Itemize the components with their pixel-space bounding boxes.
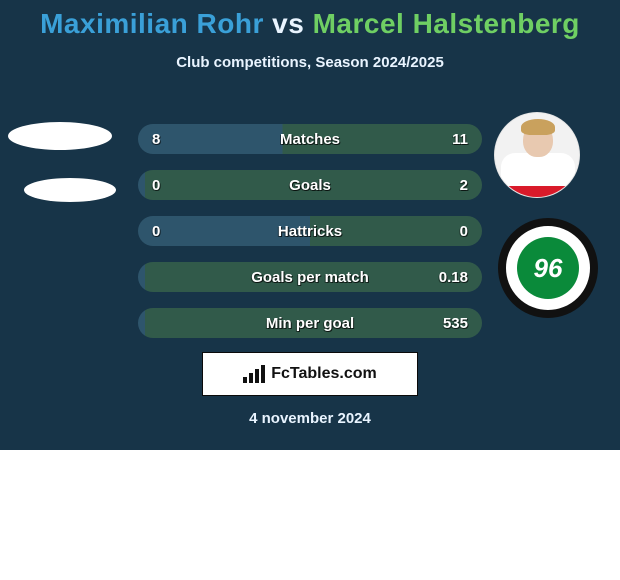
stat-row: 8Matches11: [138, 124, 482, 154]
title-vs: vs: [272, 8, 304, 39]
stat-value-right: 535: [428, 315, 468, 332]
title-player1: Maximilian Rohr: [40, 8, 264, 39]
subtitle: Club competitions, Season 2024/2025: [0, 54, 620, 71]
hair-shape: [521, 119, 555, 135]
silhouette-ellipse: [8, 122, 112, 150]
stat-row: Min per goal535: [138, 308, 482, 338]
page-title: Maximilian Rohr vs Marcel Halstenberg: [0, 0, 620, 40]
stat-value-left: 0: [152, 223, 192, 240]
stat-value-right: 2: [428, 177, 468, 194]
silhouette-ellipse: [24, 178, 116, 202]
stat-value-left: 0: [152, 177, 192, 194]
fctables-label: FcTables.com: [271, 365, 377, 383]
stat-value-right: 11: [428, 131, 468, 148]
stat-row: 0Goals2: [138, 170, 482, 200]
stats-table: 8Matches11 0Goals2 0Hattricks0 Goals per ma…: [138, 124, 482, 354]
jersey-shape: [501, 153, 575, 198]
date-label: 4 november 2024: [0, 410, 620, 427]
stat-value-right: 0: [428, 223, 468, 240]
stat-row: 0Hattricks0: [138, 216, 482, 246]
club-badge-text: 96: [517, 237, 579, 299]
stat-value-left: 8: [152, 131, 192, 148]
fctables-icon: [243, 365, 265, 383]
stat-value-right: 0.18: [428, 269, 468, 286]
comparison-card: Maximilian Rohr vs Marcel Halstenberg Cl…: [0, 0, 620, 450]
title-player2: Marcel Halstenberg: [313, 8, 580, 39]
stat-row: Goals per match0.18: [138, 262, 482, 292]
fctables-badge: FcTables.com: [202, 352, 418, 396]
club-badge: 96: [498, 218, 598, 318]
player2-photo: [494, 112, 580, 198]
